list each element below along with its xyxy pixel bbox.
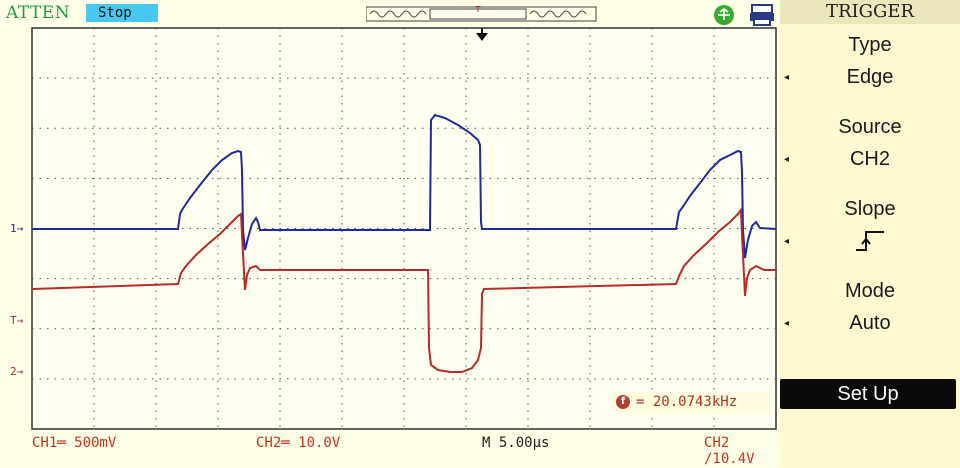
printer-icon [750, 4, 774, 26]
trigger-position-icon [476, 33, 488, 41]
menu-item-type-pointer-icon: ◂ [784, 72, 790, 83]
frequency-icon: f [616, 395, 630, 409]
ch1-level-marker[interactable]: 1→ [10, 222, 24, 235]
rising-edge-icon[interactable] [854, 228, 886, 254]
menu-item-mode-label[interactable]: Mode [844, 280, 896, 302]
timebase-readout[interactable]: M 5.00μs [482, 435, 550, 451]
menu-item-mode-pointer-icon: ◂ [784, 318, 790, 329]
menu-item-type-value[interactable]: Edge [846, 66, 894, 88]
setup-button[interactable]: Set Up [780, 379, 956, 409]
menu-item-source-label[interactable]: Source [838, 116, 902, 138]
brand-logo: ATTEN [6, 3, 71, 23]
ch2-level-marker[interactable]: 2→ [10, 365, 24, 378]
trigger-menu: TRIGGER Type Edge ◂ Source CH2 ◂ Slope ◂… [780, 0, 960, 468]
run-status-badge[interactable]: Stop [86, 4, 158, 22]
menu-item-source-pointer-icon: ◂ [784, 154, 790, 165]
menu-item-type-label[interactable]: Type [848, 34, 892, 56]
menu-item-slope-label[interactable]: Slope [844, 198, 896, 220]
menu-item-mode-value[interactable]: Auto [849, 312, 891, 334]
menu-item-source-value[interactable]: CH2 [849, 148, 890, 170]
frequency-readout: f = 20.0743kHz [610, 392, 770, 414]
ch2-scale[interactable]: CH2═ 10.0V [256, 435, 341, 451]
ch1-scale[interactable]: CH1═ 500mV [32, 435, 117, 451]
ch1-trace [32, 113, 777, 259]
trigger-level-marker[interactable]: T→ [10, 314, 24, 327]
menu-title: TRIGGER [780, 0, 960, 24]
memory-position-bar: T [366, 6, 597, 22]
usb-icon [714, 5, 734, 25]
menu-item-slope-pointer-icon: ◂ [784, 236, 790, 247]
info-bar: CH1═ 500mV CH2═ 10.0V M 5.00μs CH2 ∕10.4… [0, 432, 780, 468]
status-bar: ATTEN Stop T [0, 0, 780, 28]
svg-text:T: T [475, 6, 481, 14]
ch2-trace [31, 207, 776, 373]
trigger-readout[interactable]: CH2 ∕10.4V [704, 435, 755, 467]
frequency-value: = 20.0743kHz [636, 394, 738, 410]
